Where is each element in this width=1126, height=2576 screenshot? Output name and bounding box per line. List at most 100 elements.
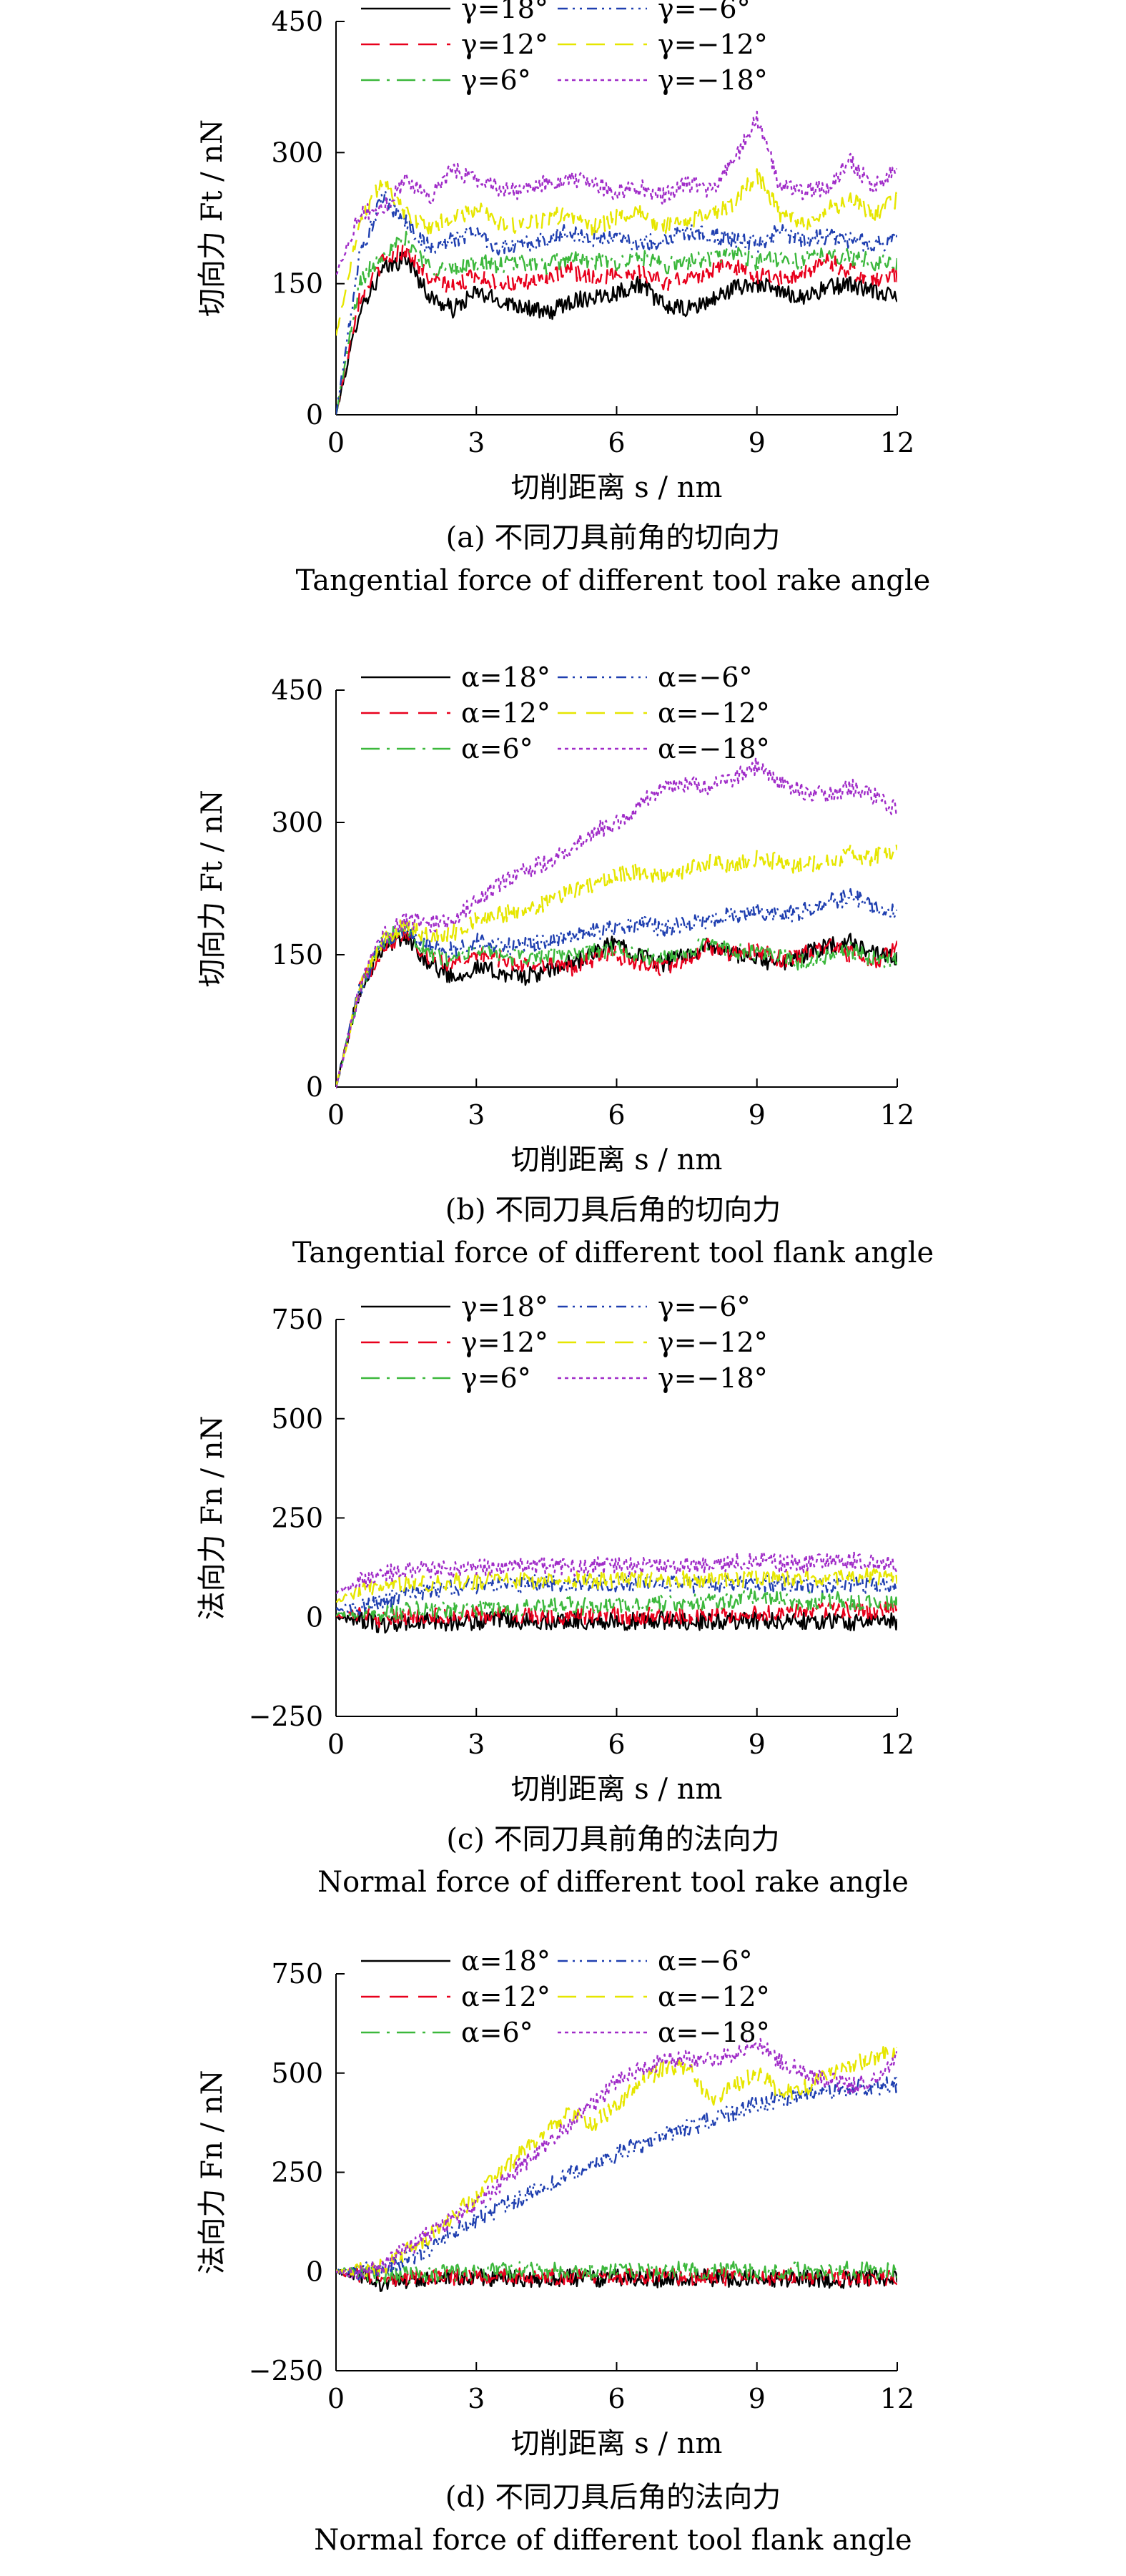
y-axis-label: 切向力 Ft / nN [196,119,229,317]
caption-en: Normal force of different tool flank ang… [314,2524,912,2557]
caption-cn: (a) 不同刀具前角的切向力 [446,521,781,554]
series-line-3 [336,230,897,415]
x-tick-label: 0 [327,427,345,458]
legend-label: γ=6° [461,1362,531,1394]
y-tick-label: 0 [306,399,323,431]
x-axis-label: 切削距离 s / nm [511,1144,723,1176]
legend-label: γ=18° [461,1291,548,1322]
y-tick-label: −250 [249,1701,323,1732]
x-axis-label: 切削距离 s / nm [511,2427,723,2460]
legend-label: γ=−18° [658,64,768,96]
legend-label: α=12° [461,697,550,729]
series-line-4 [336,1572,897,1616]
x-tick-label: 12 [880,1099,914,1131]
caption-cn: (d) 不同刀具后角的法向力 [445,2481,781,2514]
x-tick-label: 0 [327,1099,345,1131]
series-line-3 [336,1588,897,1623]
legend-label: γ=−18° [658,1362,768,1394]
series-line-1 [336,930,897,1088]
y-tick-label: 500 [271,1403,323,1435]
x-axis-label: 切削距离 s / nm [511,471,723,504]
y-tick-label: 750 [271,1958,323,1990]
series-line-2 [336,1601,897,1628]
x-tick-label: 3 [468,2383,485,2414]
x-tick-label: 9 [749,1729,766,1760]
y-tick-label: 250 [271,2157,323,2188]
series-line-6 [336,110,897,275]
y-axis-label: 切向力 Ft / nN [196,790,229,987]
x-tick-label: 12 [880,1729,914,1760]
x-tick-label: 0 [327,1729,345,1760]
y-tick-label: 450 [271,6,323,37]
legend-label: α=−6° [658,662,753,693]
x-tick-label: 9 [749,427,766,458]
x-tick-label: 12 [880,427,914,458]
series-line-5 [336,2045,897,2278]
x-tick-label: 0 [327,2383,345,2414]
series-line-5 [336,168,897,336]
y-tick-label: 450 [271,674,323,706]
y-tick-label: 750 [271,1304,323,1335]
y-axis-label: 法向力 Fn / nN [196,1416,229,1621]
legend-label: α=6° [461,733,533,765]
series-line-5 [336,842,897,1088]
series-line-1 [336,251,897,415]
y-tick-label: 150 [271,268,323,300]
legend-label: α=−18° [658,2017,770,2048]
caption-cn: (c) 不同刀具前角的法向力 [446,1823,779,1856]
series-line-5 [336,1567,897,1603]
y-tick-label: 0 [306,1071,323,1103]
x-axis-label: 切削距离 s / nm [511,1773,723,1806]
y-tick-label: 150 [271,939,323,970]
legend-label: α=12° [461,1981,550,2012]
series-line-4 [336,189,897,415]
y-tick-label: 0 [306,1601,323,1633]
legend-label: α=−12° [658,1981,770,2012]
legend-label: γ=−6° [658,1291,751,1322]
series-line-1 [336,1611,897,1634]
x-tick-label: 9 [749,1099,766,1131]
x-tick-label: 12 [880,2383,914,2414]
series-line-3 [336,2260,897,2286]
y-tick-label: 300 [271,807,323,838]
x-tick-label: 6 [608,1099,625,1131]
x-tick-label: 3 [468,427,485,458]
x-tick-label: 3 [468,1729,485,1760]
x-tick-label: 6 [608,2383,625,2414]
y-tick-label: −250 [249,2355,323,2386]
legend-label: γ=−12° [658,1327,768,1358]
y-tick-label: 0 [306,2256,323,2287]
series-line-6 [336,1550,897,1595]
legend-label: γ=12° [461,1327,548,1358]
caption-en: Tangential force of different tool flank… [292,1237,934,1269]
series-line-4 [336,2076,897,2281]
subplot-b: 0 3 6 9 12 0 150 300 450 切削距离 s / nm 切向力 Ft / nN α=… [196,662,934,1269]
legend-label: α=−18° [658,733,770,765]
y-tick-label: 250 [271,1503,323,1534]
series-line-3 [336,918,897,1088]
legend-label: γ=12° [461,29,548,60]
subplot-a: 0 3 6 9 12 0 150 300 450 切削距离 s / nm 切向力 Ft / nN γ=… [196,0,930,597]
legend-label: γ=18° [461,0,548,24]
legend-label: α=6° [461,2017,533,2048]
x-tick-label: 9 [749,2383,766,2414]
y-tick-label: 300 [271,137,323,168]
legend-label: α=−6° [658,1945,753,1977]
caption-cn: (b) 不同刀具后角的切向力 [445,1194,781,1226]
series-line-2 [336,930,897,1088]
series-line-6 [336,2037,897,2281]
caption-en: Normal force of different tool rake angl… [317,1866,909,1899]
series-line-6 [336,756,897,1088]
y-tick-label: 500 [271,2058,323,2089]
legend-label: γ=−12° [658,29,768,60]
series-line-2 [336,242,897,415]
legend-label: α=18° [461,662,550,693]
legend-label: γ=6° [461,64,531,96]
legend-label: γ=−6° [658,0,751,24]
legend-label: α=−12° [658,697,770,729]
y-axis-label: 法向力 Fn / nN [196,2070,229,2275]
x-tick-label: 6 [608,1729,625,1760]
